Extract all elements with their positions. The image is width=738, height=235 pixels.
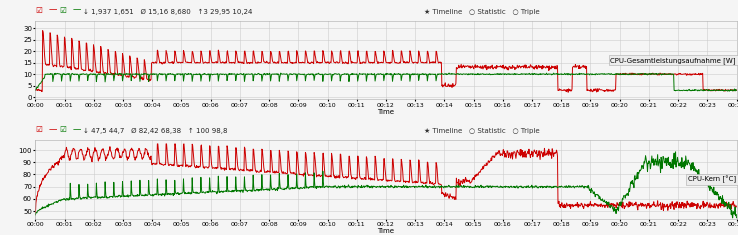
Text: ☑: ☑ [60, 6, 66, 15]
Text: ★ Timeline   ○ Statistic   ○ Triple: ★ Timeline ○ Statistic ○ Triple [424, 128, 540, 134]
X-axis label: Time: Time [377, 109, 395, 115]
X-axis label: Time: Time [377, 228, 395, 234]
Text: ↓ 1,937 1,651   Ø 15,16 8,680   ↑3 29,95 10,24: ↓ 1,937 1,651 Ø 15,16 8,680 ↑3 29,95 10,… [83, 8, 253, 15]
Text: —: — [73, 125, 81, 134]
Text: ★ Timeline   ○ Statistic   ○ Triple: ★ Timeline ○ Statistic ○ Triple [424, 8, 540, 15]
Text: —: — [73, 6, 81, 15]
Text: ↓ 47,5 44,7   Ø 82,42 68,38   ↑ 100 98,8: ↓ 47,5 44,7 Ø 82,42 68,38 ↑ 100 98,8 [83, 128, 228, 134]
Text: ☑: ☑ [35, 6, 42, 15]
Text: CPU-Gesamtleistungsaufnahme [W]: CPU-Gesamtleistungsaufnahme [W] [610, 57, 736, 64]
Text: —: — [49, 6, 57, 15]
Text: ☑: ☑ [35, 125, 42, 134]
Text: ☑: ☑ [60, 125, 66, 134]
Text: CPU-Kern [°C]: CPU-Kern [°C] [688, 176, 736, 183]
Text: —: — [49, 125, 57, 134]
